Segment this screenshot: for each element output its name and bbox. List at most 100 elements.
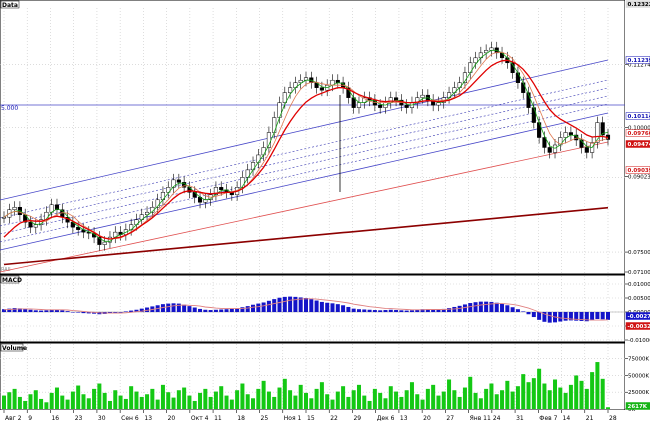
candle-body xyxy=(272,118,276,133)
macd-bar xyxy=(357,309,361,312)
volume-bar xyxy=(187,396,191,409)
horizontal-level-label: 5.000 xyxy=(1,105,18,112)
volume-bar xyxy=(76,386,80,409)
volume-bar xyxy=(193,401,197,409)
macd-bar xyxy=(76,312,80,313)
volume-bar xyxy=(124,399,128,409)
macd-bar xyxy=(182,305,186,312)
macd-bar xyxy=(81,312,85,313)
macd-bar xyxy=(463,304,467,312)
volume-bar xyxy=(585,389,589,409)
macd-bar xyxy=(283,297,287,312)
axis-tick-label: 0.00500 xyxy=(628,296,650,302)
volume-bar xyxy=(203,389,207,409)
volume-bar xyxy=(81,394,85,409)
macd-bar xyxy=(330,303,334,312)
candle-body xyxy=(421,95,425,97)
volume-bar xyxy=(172,398,176,409)
time-tick-label: 30 xyxy=(98,415,106,422)
volume-bar xyxy=(129,386,133,409)
volume-bar xyxy=(336,392,340,409)
volume-bar xyxy=(505,381,509,409)
volume-bar xyxy=(320,382,324,409)
axis-value-badge-label: 0.12322 xyxy=(628,2,650,8)
volume-bar xyxy=(283,379,287,409)
time-tick-label: Окт 4 xyxy=(191,415,209,422)
volume-bar xyxy=(357,385,361,409)
volume-bar xyxy=(209,397,213,409)
volume-bar xyxy=(119,396,123,409)
axis-value-badge-label: 0.10114 xyxy=(628,114,650,120)
volume-pane-title: Volume xyxy=(2,345,27,352)
macd-bar xyxy=(516,309,520,312)
time-tick-label: 15 xyxy=(307,415,315,422)
macd-bar xyxy=(193,308,197,312)
candle-body xyxy=(585,147,589,152)
volume-bar xyxy=(394,392,398,409)
macd-bar xyxy=(378,310,382,312)
candle-body xyxy=(437,103,441,105)
candle-body xyxy=(357,103,361,108)
volume-bar xyxy=(262,381,266,409)
macd-bar xyxy=(325,303,329,312)
volume-bar xyxy=(140,397,144,409)
macd-bar xyxy=(548,312,552,323)
volume-bar xyxy=(373,389,377,409)
macd-bar xyxy=(532,312,536,317)
volume-bar xyxy=(230,400,234,409)
time-tick-label: 13 xyxy=(400,415,408,422)
volume-bar xyxy=(267,392,271,409)
volume-bar xyxy=(103,393,107,409)
volume-bar xyxy=(521,374,525,409)
volume-bar xyxy=(278,388,282,409)
macd-bar xyxy=(214,310,218,312)
volume-bar xyxy=(580,381,584,409)
volume-bar xyxy=(389,386,393,409)
volume-bar xyxy=(161,385,165,409)
macd-bar xyxy=(267,301,271,312)
macd-bar xyxy=(500,304,504,312)
macd-bar xyxy=(119,312,123,313)
macd-bar xyxy=(383,310,387,312)
volume-bar xyxy=(569,385,573,409)
time-tick-label: 29 xyxy=(353,415,361,422)
time-tick-label: 28 xyxy=(609,415,617,422)
time-tick-label: 11 xyxy=(214,415,222,422)
time-tick-label: 24 xyxy=(493,415,501,422)
axis-tick-label: 50000K xyxy=(628,373,649,379)
volume-bar xyxy=(150,389,154,409)
macd-bar xyxy=(452,307,456,312)
volume-bar xyxy=(34,390,38,409)
axis-value-badge-label: 0.11239 xyxy=(628,58,650,64)
time-tick-label: Дек 6 xyxy=(377,415,395,422)
time-tick-label: 20 xyxy=(423,415,431,422)
macd-bar xyxy=(564,312,568,321)
macd-bar xyxy=(39,311,43,312)
macd-bar xyxy=(590,312,594,320)
macd-bar xyxy=(71,312,75,313)
time-tick-label: Сен 6 xyxy=(121,415,139,422)
volume-bar xyxy=(97,384,101,409)
macd-bar xyxy=(495,303,499,312)
candle-body xyxy=(288,88,292,93)
axis-tick-label: 0.07500 xyxy=(628,250,650,256)
volume-bar xyxy=(18,397,22,409)
candle-body xyxy=(405,105,409,107)
volume-bar xyxy=(7,392,11,409)
macd-bar xyxy=(209,310,213,312)
volume-bar xyxy=(272,397,276,409)
price-pane-title: Data xyxy=(2,2,18,9)
volume-bar xyxy=(399,397,403,409)
time-tick-label: Фев 7 xyxy=(539,415,557,422)
volume-bar xyxy=(198,393,202,409)
macd-bar xyxy=(304,298,308,312)
macd-bar xyxy=(225,309,229,312)
volume-bar xyxy=(304,393,308,409)
volume-bar xyxy=(113,390,117,409)
volume-bar xyxy=(548,390,552,409)
macd-bar xyxy=(595,312,599,319)
volume-bar xyxy=(532,378,536,409)
volume-bar xyxy=(299,385,303,409)
volume-bar xyxy=(601,379,605,409)
